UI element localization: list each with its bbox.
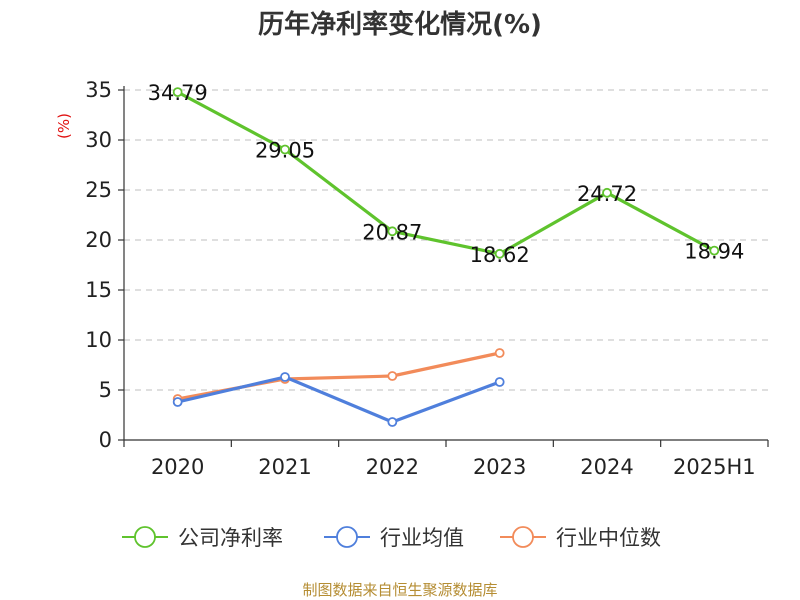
legend-marker-2: [512, 526, 534, 548]
data-label-2021: 29.05: [255, 139, 315, 163]
series-1-point-2021: [280, 372, 290, 382]
legend-marker-1: [336, 526, 358, 548]
series-0-point-2021: [280, 144, 290, 155]
data-label-2025H1: 18.94: [684, 240, 744, 264]
grid-lines: [124, 89, 768, 391]
legend-marker-0: [134, 526, 156, 548]
series-0-point-2023: [494, 248, 505, 259]
y-tick-label-5: 5: [99, 378, 112, 402]
legend-item-1: 行业均值: [324, 526, 464, 550]
series-0-point-2020: [172, 87, 183, 97]
series-2-point-2022: [387, 371, 398, 381]
series-1-point-2023: [494, 377, 505, 387]
series-1-point-2020: [172, 397, 183, 407]
x-tick-label-2024: 2024: [580, 455, 633, 479]
series-line-1: [177, 375, 501, 424]
legend: 公司净利率 行业均值 行业中位数: [122, 526, 661, 550]
series-2-point-2023: [494, 348, 505, 358]
legend-item-2: 行业中位数: [500, 526, 661, 550]
axes: [118, 86, 769, 447]
data-label-2024: 24.72: [577, 182, 637, 206]
y-tick-label-30: 30: [85, 128, 112, 152]
chart-title: 历年净利率变化情况(%): [258, 9, 542, 40]
x-tick-label-2020: 2020: [151, 455, 204, 479]
x-tick-label-2023: 2023: [473, 455, 526, 479]
series-line-0: [176, 90, 716, 256]
x-tick-label-2021: 2021: [258, 455, 311, 479]
series-0-point-2024: [602, 187, 612, 198]
y-tick-label-20: 20: [85, 228, 112, 252]
x-tick-label-2025H1: 2025H1: [673, 455, 756, 479]
data-label-2020: 34.79: [148, 81, 208, 105]
data-label-2023: 18.62: [470, 243, 530, 267]
x-tick-label-2022: 2022: [366, 455, 419, 479]
y-tick-label-35: 35: [85, 78, 112, 102]
series-layer: [172, 87, 720, 427]
y-tick-label-10: 10: [85, 328, 112, 352]
y-tick-label-0: 0: [99, 428, 112, 452]
y-axis-unit: (%): [55, 113, 73, 139]
x-tick-labels: 2020 2021 2022 2023 2024 2025H1: [151, 455, 756, 479]
legend-label-2: 行业中位数: [556, 526, 661, 550]
y-tick-labels: 0 5 10 15 20 25 30 35: [85, 78, 112, 452]
series-0-point-2025H1: [709, 245, 720, 256]
y-tick-label-25: 25: [85, 178, 112, 202]
data-labels: 34.79 29.05 20.87 18.62 24.72 18.94: [148, 81, 745, 267]
source-note: 制图数据来自恒生聚源数据库: [302, 581, 497, 599]
legend-item-0: 公司净利率: [122, 526, 283, 550]
legend-label-1: 行业均值: [380, 526, 464, 550]
data-label-2022: 20.87: [362, 220, 422, 244]
y-tick-label-15: 15: [85, 278, 112, 302]
series-0-point-2022: [387, 226, 398, 237]
legend-label-0: 公司净利率: [178, 526, 283, 550]
series-1-point-2022: [387, 417, 398, 427]
